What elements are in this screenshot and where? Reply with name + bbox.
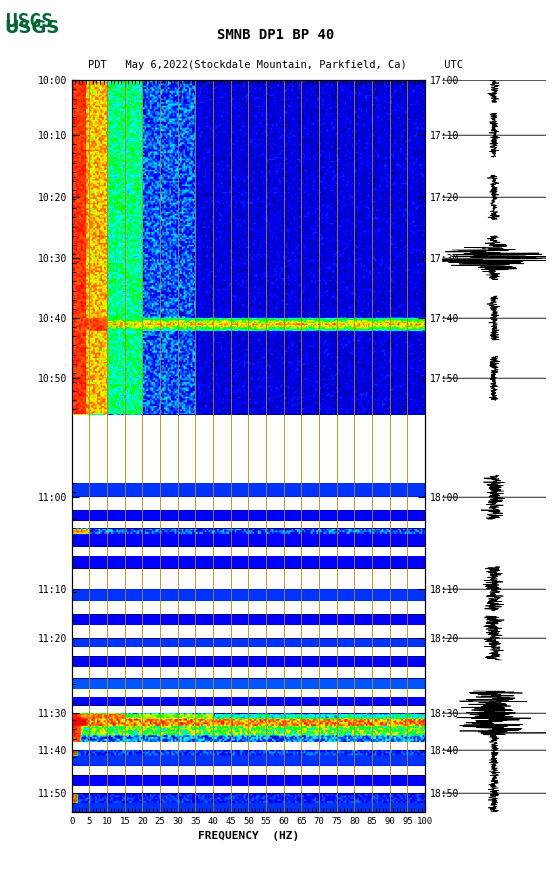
Bar: [72, 497, 425, 510]
Text: PDT   May 6,2022(Stockdale Mountain, Parkfield, Ca)      UTC: PDT May 6,2022(Stockdale Mountain, Parkf…: [88, 61, 464, 70]
Bar: [72, 786, 425, 794]
Text: SMNB DP1 BP 40: SMNB DP1 BP 40: [217, 28, 335, 42]
Bar: [72, 690, 425, 697]
Bar: [72, 667, 425, 678]
Bar: [72, 648, 425, 657]
Bar: [72, 601, 425, 615]
Bar: [72, 547, 425, 556]
Bar: [72, 706, 425, 713]
Bar: [72, 742, 425, 749]
Bar: [72, 578, 425, 589]
X-axis label: FREQUENCY  (HZ): FREQUENCY (HZ): [198, 831, 299, 841]
Text: USGS: USGS: [4, 19, 60, 37]
Text: USGS: USGS: [6, 12, 52, 31]
Bar: [72, 521, 425, 528]
Bar: [72, 766, 425, 775]
Bar: [72, 568, 425, 578]
Bar: [72, 625, 425, 638]
Bar: [72, 415, 425, 483]
